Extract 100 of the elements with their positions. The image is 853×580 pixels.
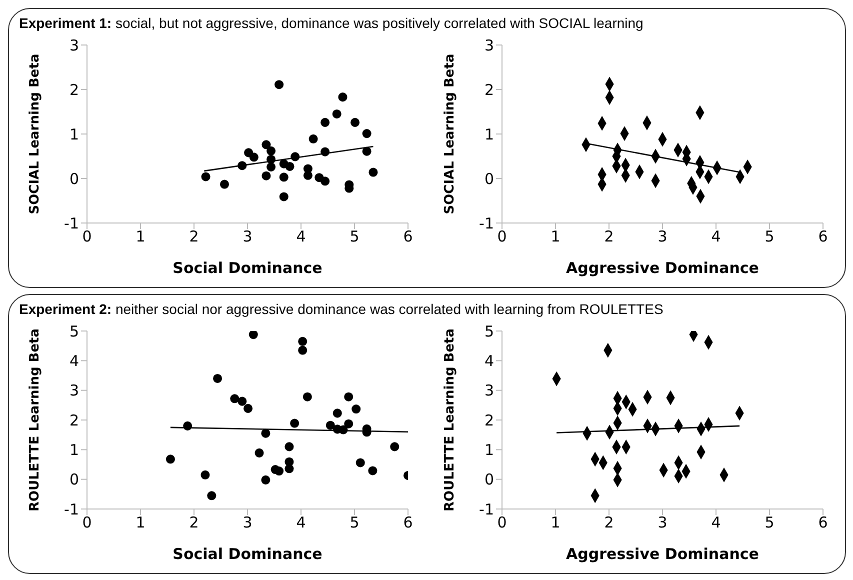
x-tick-label: 0 (497, 514, 507, 532)
y-tick-label: -1 (64, 500, 79, 518)
point (207, 491, 216, 500)
x-tick-label: 5 (350, 514, 360, 532)
point (368, 466, 378, 476)
y-tick-label: 4 (69, 352, 79, 370)
x-tick-label: 0 (497, 228, 507, 246)
point (326, 420, 335, 430)
point (274, 80, 284, 90)
point (244, 404, 253, 413)
x-tick-label: 0 (82, 228, 92, 246)
x-tick-label: 3 (242, 228, 252, 246)
point (213, 374, 222, 383)
x-tick-label: 6 (818, 514, 828, 532)
y-tick-label: 3 (69, 382, 79, 400)
point (332, 109, 342, 118)
point (249, 152, 258, 162)
point (308, 134, 318, 144)
x-tick-label: 4 (711, 514, 721, 532)
point (279, 192, 288, 202)
y-tick-label: 3 (484, 36, 494, 54)
point (302, 392, 312, 402)
point (284, 464, 294, 474)
point (290, 418, 300, 428)
y-tick-label: 3 (484, 382, 494, 400)
point (166, 454, 175, 464)
y-tick-label: -1 (479, 214, 494, 232)
point (248, 331, 258, 340)
x-tick-label: 3 (242, 514, 252, 532)
point (230, 394, 240, 404)
x-tick-label: 3 (658, 228, 668, 246)
x-tick-label: 2 (189, 514, 199, 532)
point (266, 162, 276, 172)
x-tick-label: 4 (296, 514, 306, 532)
point (390, 442, 400, 452)
x-tick-label: 1 (550, 514, 560, 532)
y-axis-title: ROULETTE Learning Beta (442, 328, 458, 512)
point (344, 419, 354, 428)
point (352, 404, 361, 414)
y-axis-title: SOCIAL Learning Beta (442, 54, 458, 214)
y-tick-label: 5 (69, 322, 79, 340)
x-axis-title: Aggressive Dominance (566, 259, 759, 277)
point (262, 140, 271, 150)
point (200, 470, 210, 480)
y-tick-label: 1 (69, 440, 79, 459)
y-tick-label: 2 (69, 80, 79, 99)
point (338, 92, 348, 102)
y-tick-label: 0 (69, 470, 79, 489)
x-tick-label: 6 (403, 228, 413, 246)
y-tick-label: 1 (484, 125, 494, 144)
point (320, 176, 330, 186)
x-tick-label: 5 (350, 228, 360, 246)
x-tick-label: 1 (136, 514, 146, 532)
y-tick-label: -1 (64, 214, 79, 232)
point (266, 146, 276, 156)
y-axis-title: ROULETTE Learning Beta (28, 328, 43, 512)
x-tick-label: 1 (550, 228, 560, 246)
point (238, 396, 247, 406)
x-tick-label: 4 (711, 228, 721, 246)
point (254, 448, 264, 458)
x-tick-label: 5 (764, 228, 774, 246)
point (279, 172, 288, 182)
x-tick-label: 5 (764, 514, 774, 532)
point (298, 336, 308, 346)
x-axis-title: Social Dominance (172, 545, 322, 563)
y-tick-label: -1 (479, 500, 494, 518)
x-tick-label: 1 (136, 228, 146, 246)
point (285, 162, 294, 171)
y-tick-label: 1 (484, 440, 494, 459)
x-tick-label: 4 (296, 228, 306, 246)
y-tick-label: 0 (484, 170, 494, 188)
point (320, 118, 330, 127)
x-tick-label: 6 (403, 514, 413, 532)
y-tick-label: 0 (69, 170, 79, 188)
chart-title: Experiment 1: social, but not aggressive, dominance was positively correlated with SOCIAL learning (19, 15, 644, 31)
x-tick-label: 3 (658, 514, 668, 532)
y-tick-label: 4 (484, 352, 494, 370)
y-tick-label: 2 (69, 411, 79, 430)
point (350, 118, 360, 127)
point (298, 346, 308, 355)
x-axis-title: Aggressive Dominance (566, 545, 759, 563)
point (368, 168, 378, 177)
x-tick-label: 2 (189, 228, 199, 246)
y-tick-label: 0 (484, 470, 494, 489)
y-axis-title: SOCIAL Learning Beta (28, 54, 43, 214)
y-tick-label: 3 (69, 36, 79, 54)
point (332, 408, 342, 418)
point (274, 466, 284, 476)
point (201, 172, 210, 182)
y-tick-label: 2 (484, 80, 494, 99)
x-tick-label: 2 (604, 514, 614, 532)
y-tick-label: 2 (484, 411, 494, 430)
x-tick-label: 0 (82, 514, 92, 532)
y-tick-label: 5 (484, 322, 494, 340)
point (220, 180, 230, 189)
x-axis-title: Social Dominance (172, 259, 322, 277)
point (261, 428, 270, 438)
point (356, 458, 365, 468)
chart-title: Experiment 2: neither social nor aggressive dominance was correlated with learning from ROULETTES (19, 301, 664, 317)
point (262, 171, 271, 180)
